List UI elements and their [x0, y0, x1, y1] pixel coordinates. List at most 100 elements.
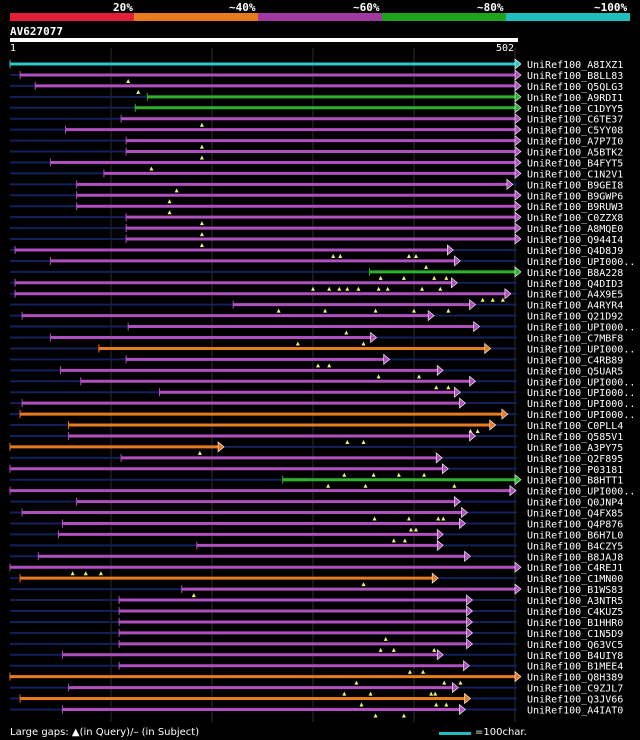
hit-label[interactable]: UniRef100_UPI000.. — [527, 388, 635, 399]
hit-label[interactable]: UniRef100_Q0JNP4 — [527, 498, 623, 509]
scale-swatch — [439, 732, 471, 735]
query-gap-marker — [363, 483, 368, 488]
hit-arrow — [466, 616, 473, 628]
hit-label[interactable]: UniRef100_B1WS83 — [527, 585, 623, 596]
query-gap-marker — [433, 691, 438, 696]
hit-label[interactable]: UniRef100_A8IXZ1 — [527, 60, 623, 71]
query-gap-marker — [438, 286, 443, 291]
query-gap-marker — [402, 538, 407, 543]
hit-arrow — [504, 288, 512, 300]
hit-arrow — [436, 539, 444, 552]
hit-arrow — [459, 703, 466, 716]
hit-label[interactable]: UniRef100_Q5UAR5 — [527, 366, 623, 377]
query-gap-marker — [441, 516, 446, 521]
hit-label[interactable]: UniRef100_B4FYT5 — [527, 158, 623, 169]
hit-label[interactable]: UniRef100_UPI000.. — [527, 257, 635, 268]
hit-label[interactable]: UniRef100_B4CZY5 — [527, 541, 623, 552]
query-gap-marker — [422, 472, 427, 477]
query-gap-marker — [316, 363, 321, 368]
hit-label[interactable]: UniRef100_Q2F895 — [527, 454, 623, 465]
hit-label[interactable]: UniRef100_C6TE37 — [527, 115, 623, 126]
hit-label[interactable]: UniRef100_Q8H389 — [527, 673, 623, 684]
query-gap-marker — [356, 286, 361, 291]
hit-label[interactable]: UniRef100_A3NTR5 — [527, 596, 623, 607]
query-gap-marker — [406, 516, 411, 521]
hit-label[interactable]: UniRef100_UPI000.. — [527, 410, 635, 421]
query-gap-marker — [373, 308, 378, 313]
hit-label[interactable]: UniRef100_UPI000.. — [527, 487, 635, 498]
hit-label[interactable]: UniRef100_Q4DID3 — [527, 279, 623, 290]
query-gap-marker — [408, 527, 413, 532]
query-gap-marker — [323, 308, 328, 313]
hit-label[interactable]: UniRef100_A7P7I0 — [527, 137, 623, 148]
hit-label[interactable]: UniRef100_UPI000.. — [527, 377, 635, 388]
query-gap-marker — [434, 385, 439, 390]
hit-label[interactable]: UniRef100_UPI000.. — [527, 399, 635, 410]
hit-label[interactable]: UniRef100_B6H7L0 — [527, 530, 623, 541]
hit-label[interactable]: UniRef100_Q3JV66 — [527, 695, 623, 706]
hit-label[interactable]: UniRef100_A9RDI1 — [527, 93, 623, 104]
hit-label[interactable]: UniRef100_UPI000.. — [527, 323, 635, 334]
hit-label[interactable]: UniRef100_Q944I4 — [527, 235, 623, 246]
hit-label[interactable]: UniRef100_Q21D92 — [527, 312, 623, 323]
hit-label[interactable]: UniRef100_C0ZZX8 — [527, 213, 623, 224]
hit-label[interactable]: UniRef100_B9GWP6 — [527, 191, 623, 202]
query-gap-marker — [376, 374, 381, 379]
legend-bar-40 — [134, 13, 258, 21]
hit-label[interactable]: UniRef100_C4KUZ5 — [527, 607, 623, 618]
hit-label[interactable]: UniRef100_A3PY75 — [527, 443, 623, 454]
hit-label[interactable]: UniRef100_C4REJ1 — [527, 563, 623, 574]
query-gap-marker — [383, 636, 388, 641]
query-gap-marker — [401, 275, 406, 280]
query-gap-marker — [354, 680, 359, 685]
query-gap-marker — [331, 253, 336, 258]
hit-label[interactable]: UniRef100_C9ZJL7 — [527, 684, 623, 695]
query-gap-marker — [345, 439, 350, 444]
hit-label[interactable]: UniRef100_B9GEI8 — [527, 180, 623, 191]
hit-label[interactable]: UniRef100_C7MBF8 — [527, 334, 623, 345]
hit-arrow — [459, 397, 466, 409]
hit-label[interactable]: UniRef100_B8HTT1 — [527, 476, 623, 487]
hit-label[interactable]: UniRef100_A8MQE0 — [527, 224, 623, 235]
hit-label[interactable]: UniRef100_C1N2V1 — [527, 169, 623, 180]
hit-label[interactable]: UniRef100_C1MN00 — [527, 574, 623, 585]
hit-arrow — [431, 572, 439, 584]
hit-label[interactable]: UniRef100_Q4P876 — [527, 519, 623, 530]
hit-label[interactable]: UniRef100_B1MEE4 — [527, 662, 623, 673]
legend-label-20: 20% — [113, 1, 133, 14]
hit-label[interactable]: UniRef100_B4UIY8 — [527, 651, 623, 662]
hit-label[interactable]: UniRef100_Q63VC5 — [527, 640, 623, 651]
hit-label[interactable]: UniRef100_B8JAJ8 — [527, 552, 623, 563]
query-gap-marker — [378, 647, 383, 652]
hit-label[interactable]: UniRef100_P03181 — [527, 465, 623, 476]
hit-label[interactable]: UniRef100_A4RYR4 — [527, 301, 623, 312]
hit-arrow — [463, 660, 470, 672]
legend-label-40: ~40% — [229, 1, 256, 14]
query-gap-marker — [326, 483, 331, 488]
hit-label[interactable]: UniRef100_C1N5D9 — [527, 629, 623, 640]
hit-label[interactable]: UniRef100_Q585V1 — [527, 432, 623, 443]
query-gap-marker — [417, 374, 422, 379]
hit-label[interactable]: UniRef100_B8A228 — [527, 268, 623, 279]
hit-label[interactable]: UniRef100_C5YY08 — [527, 126, 623, 137]
hit-label[interactable]: UniRef100_C4RB89 — [527, 355, 623, 366]
hit-label[interactable]: UniRef100_UPI000.. — [527, 344, 635, 355]
hit-arrow — [514, 233, 522, 245]
hit-label[interactable]: UniRef100_B8LL83 — [527, 71, 623, 82]
hit-arrow — [514, 58, 522, 70]
query-gap-marker — [149, 166, 154, 171]
hit-label[interactable]: UniRef100_C0PLL4 — [527, 421, 623, 432]
hit-label[interactable]: UniRef100_B9RUW3 — [527, 202, 623, 213]
query-gap-marker — [391, 647, 396, 652]
query-gap-marker — [436, 516, 441, 521]
hit-label[interactable]: UniRef100_C1DYY5 — [527, 104, 623, 115]
hit-label[interactable]: UniRef100_B1HHR0 — [527, 618, 623, 629]
hit-label[interactable]: UniRef100_Q5QLG3 — [527, 82, 623, 93]
query-gap-marker — [420, 286, 425, 291]
hit-label[interactable]: UniRef100_Q4D8J9 — [527, 246, 623, 257]
hit-label[interactable]: UniRef100_A4IAT0 — [527, 705, 623, 716]
hit-label[interactable]: UniRef100_Q4FX85 — [527, 509, 623, 520]
hit-label[interactable]: UniRef100_A5BTK2 — [527, 148, 623, 159]
hit-label[interactable]: UniRef100_A4X9E5 — [527, 290, 623, 301]
